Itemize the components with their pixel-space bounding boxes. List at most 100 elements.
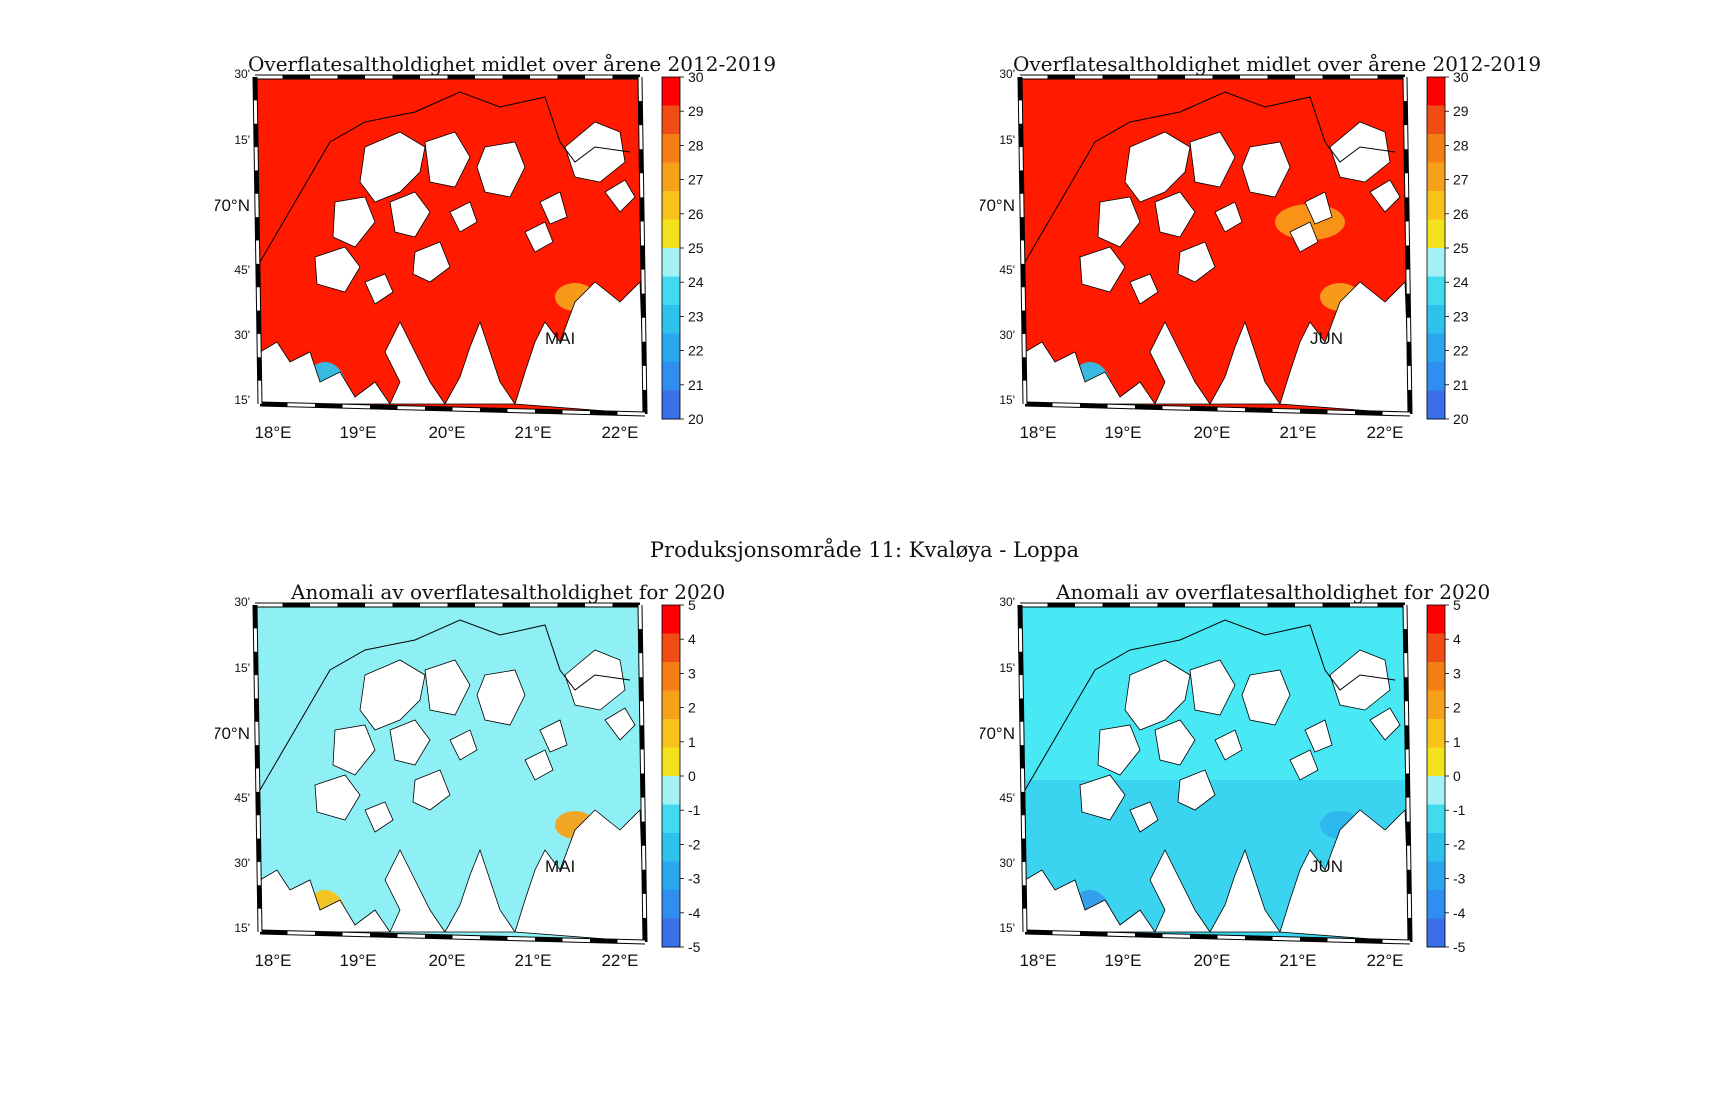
colorbar-tick-label: 25 [1453,240,1469,256]
island [564,121,626,183]
colorbar-tick-label: 23 [1453,308,1469,324]
panel-title: Anomali av overflatesaltholdighet for 20… [1056,580,1491,604]
island [1129,801,1159,833]
colorbar-segment [1427,134,1445,163]
island [314,774,361,821]
area-boundary [259,619,631,791]
colorbar-tick-label: 26 [688,206,704,222]
island [476,141,526,198]
island [1329,121,1391,183]
colorbar-segment [662,390,680,420]
colorbar-segment [662,719,680,748]
colorbar-segment [662,890,680,919]
lon-tick-label: 21°E [514,423,551,442]
map-frame-segment [1327,938,1356,943]
lon-tick-label: 20°E [1193,951,1230,970]
island [1154,191,1196,238]
island [389,191,431,238]
island [1369,179,1401,213]
colorbar-tick-label: 2 [1453,700,1461,716]
colorbar-tick-label: 24 [688,274,704,290]
colorbar-segment [662,305,680,334]
island [1329,649,1391,711]
island [1241,669,1291,726]
lat-tick-label: 30' [234,67,250,81]
lon-tick-label: 19°E [1104,423,1141,442]
panel-title: Overflatesaltholdighet midlet over årene… [248,52,777,76]
map-area [1020,77,1410,414]
map-frame-segment [452,407,481,412]
colorbar-tick-label: -1 [688,802,701,818]
map-frame-segment [1162,406,1191,410]
island [524,221,554,253]
lat-tick-label: 15' [234,661,250,675]
colorbar-segment [1427,362,1445,391]
island [1214,201,1243,233]
colorbar-segment [662,134,680,163]
colorbar-segment [662,362,680,391]
colorbar-tick-label: 2 [688,700,696,716]
map-area [255,605,645,942]
colorbar-tick-label: 23 [688,308,704,324]
map-frame-segment [1272,936,1301,941]
map-frame-segment [1272,408,1301,413]
lat-tick-label: 30' [999,856,1015,870]
colorbar-segment [1427,191,1445,220]
colorbar-segment [1427,105,1445,135]
island [1177,241,1216,283]
colorbar-segment [1427,890,1445,919]
map-frame-segment [617,939,646,944]
island [424,659,471,716]
map-frame-segment [342,932,371,937]
map-frame-segment [397,406,426,410]
lon-tick-label: 20°E [428,423,465,442]
colorbar-segment [662,605,680,634]
colorbar-tick-label: 29 [1453,103,1469,119]
island [332,196,376,248]
salinity-map: MAI 30' 15' 70°N 45' 30' 15' 18°E 19°E 20°E 21°E 22… [212,67,704,442]
colorbar-segment [1427,276,1445,306]
island [412,769,451,811]
map-area [255,77,645,414]
colorbar-tick-label: -5 [688,939,701,955]
lat-tick-label: 30' [999,328,1015,342]
colorbar-tick-label: 29 [688,103,704,119]
lon-tick-label: 19°E [339,951,376,970]
island [412,241,451,283]
island [1304,191,1333,225]
lon-tick-label: 22°E [601,423,638,442]
colorbar-segment [662,804,680,834]
colorbar-tick-label: -2 [688,836,701,852]
colorbar-tick-label: 21 [688,377,704,393]
colorbar-segment [1427,605,1445,634]
island [524,749,554,781]
mainland [259,281,645,414]
island [1241,141,1291,198]
colorbar-tick-label: 27 [688,172,704,188]
lat-tick-label: 15' [234,133,250,147]
lon-tick-label: 21°E [514,951,551,970]
island [364,801,394,833]
colorbar-tick-label: -4 [1453,905,1466,921]
lon-tick-label: 21°E [1279,951,1316,970]
map-panel-salinity-jun: Overflatesaltholdighet midlet over årene… [977,52,1729,522]
island [1097,196,1141,248]
island [564,649,626,711]
colorbar-tick-label: 30 [1453,69,1469,85]
map-frame-segment [1107,404,1136,409]
colorbar-tick-label: 1 [1453,734,1461,750]
colorbar-segment [662,662,680,691]
island [1124,131,1191,203]
island [359,659,426,731]
colorbar-tick-label: 5 [688,597,696,613]
colorbar-segment [662,248,680,277]
figure-suptitle: Produksjonsområde 11: Kvaløya - Loppa [649,538,1080,562]
map-frame-segment [1052,931,1081,935]
island [1289,221,1319,253]
lat-tick-label: 30' [999,67,1015,81]
lat-tick-label: 15' [999,393,1015,407]
colorbar-segment [662,861,680,891]
colorbar-segment [662,918,680,948]
island [1177,769,1216,811]
island [1189,131,1236,188]
